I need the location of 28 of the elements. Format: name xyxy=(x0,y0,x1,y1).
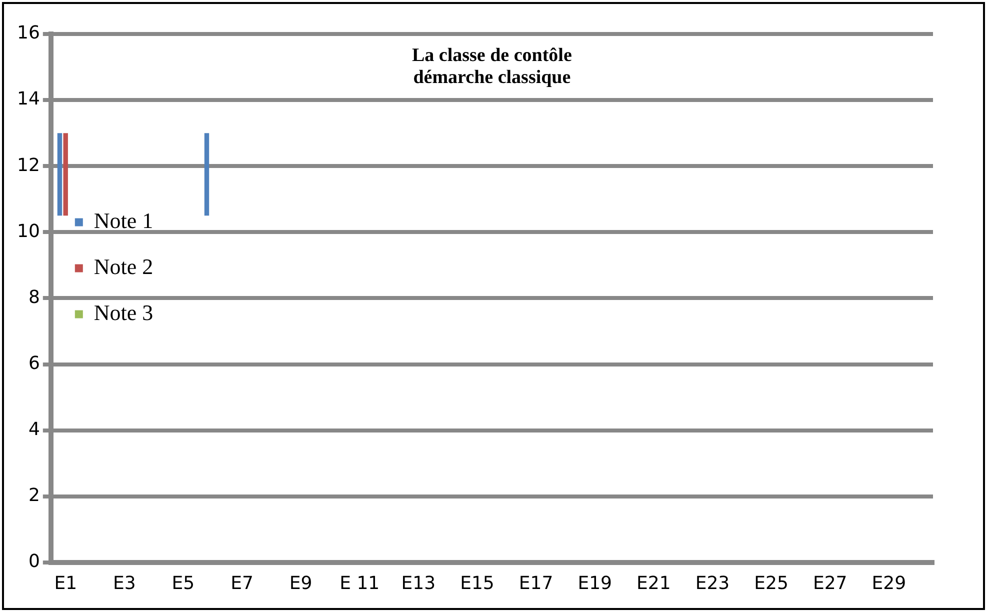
y-tick-label: 4 xyxy=(28,418,40,440)
x-tick-label: E3 xyxy=(113,572,136,594)
x-tick-label: E 11 xyxy=(340,572,380,594)
x-tick-label: E1 xyxy=(54,572,78,594)
x-tick-label: E23 xyxy=(695,572,730,594)
y-tick-label: 16 xyxy=(17,22,40,44)
text: La classe de contôle démarche classique xyxy=(412,44,572,88)
legend-label: Note 2 xyxy=(94,254,154,279)
y-tick-label: 14 xyxy=(17,88,40,110)
x-tick-label: E29 xyxy=(872,572,906,594)
x-tick-label: E9 xyxy=(289,572,312,594)
x-tick-label: E7 xyxy=(230,572,254,594)
x-tick-label: E21 xyxy=(636,572,671,594)
x-tick-label: E19 xyxy=(578,572,612,594)
x-tick-label: E15 xyxy=(460,572,494,594)
x-tick-label: E25 xyxy=(754,572,788,594)
y-tick-label: 6 xyxy=(28,352,40,374)
x-tick-label: E27 xyxy=(812,572,848,594)
y-tick-label: 0 xyxy=(28,551,40,572)
x-tick-label: E5 xyxy=(172,572,195,594)
x-tick-label: E17 xyxy=(518,572,554,594)
y-tick-label: 8 xyxy=(28,286,40,308)
y-tick-label: 12 xyxy=(17,154,40,176)
y-tick-label: 10 xyxy=(17,220,40,242)
y-tick-label: 2 xyxy=(28,485,40,506)
legend-label: Note 3 xyxy=(94,300,154,325)
legend-label: Note 1 xyxy=(94,208,154,233)
x-tick-label: E13 xyxy=(401,572,436,594)
